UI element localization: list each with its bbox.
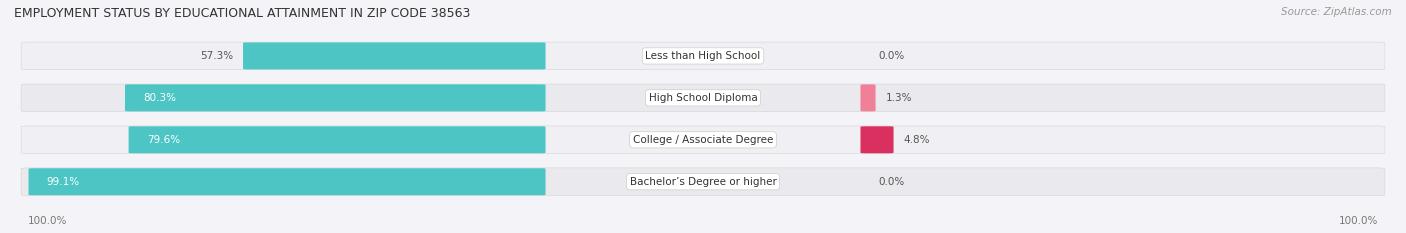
FancyBboxPatch shape (243, 42, 546, 69)
Text: 4.8%: 4.8% (904, 135, 929, 145)
FancyBboxPatch shape (21, 84, 1385, 112)
FancyBboxPatch shape (128, 126, 546, 153)
FancyBboxPatch shape (860, 126, 894, 153)
Text: EMPLOYMENT STATUS BY EDUCATIONAL ATTAINMENT IN ZIP CODE 38563: EMPLOYMENT STATUS BY EDUCATIONAL ATTAINM… (14, 7, 471, 20)
Text: Source: ZipAtlas.com: Source: ZipAtlas.com (1281, 7, 1392, 17)
Text: 79.6%: 79.6% (146, 135, 180, 145)
Text: 100.0%: 100.0% (28, 216, 67, 226)
FancyBboxPatch shape (28, 168, 546, 195)
Text: High School Diploma: High School Diploma (648, 93, 758, 103)
Text: 57.3%: 57.3% (200, 51, 233, 61)
Text: 80.3%: 80.3% (143, 93, 176, 103)
Text: College / Associate Degree: College / Associate Degree (633, 135, 773, 145)
Text: 0.0%: 0.0% (879, 177, 905, 187)
FancyBboxPatch shape (21, 126, 1385, 154)
FancyBboxPatch shape (21, 168, 1385, 195)
Text: 0.0%: 0.0% (879, 51, 905, 61)
FancyBboxPatch shape (125, 84, 546, 111)
Text: 99.1%: 99.1% (46, 177, 80, 187)
Legend: In Labor Force, Unemployed: In Labor Force, Unemployed (596, 232, 810, 233)
Text: 100.0%: 100.0% (1339, 216, 1378, 226)
Text: Bachelor’s Degree or higher: Bachelor’s Degree or higher (630, 177, 776, 187)
Text: 1.3%: 1.3% (886, 93, 912, 103)
FancyBboxPatch shape (860, 84, 876, 111)
FancyBboxPatch shape (21, 42, 1385, 70)
Text: Less than High School: Less than High School (645, 51, 761, 61)
